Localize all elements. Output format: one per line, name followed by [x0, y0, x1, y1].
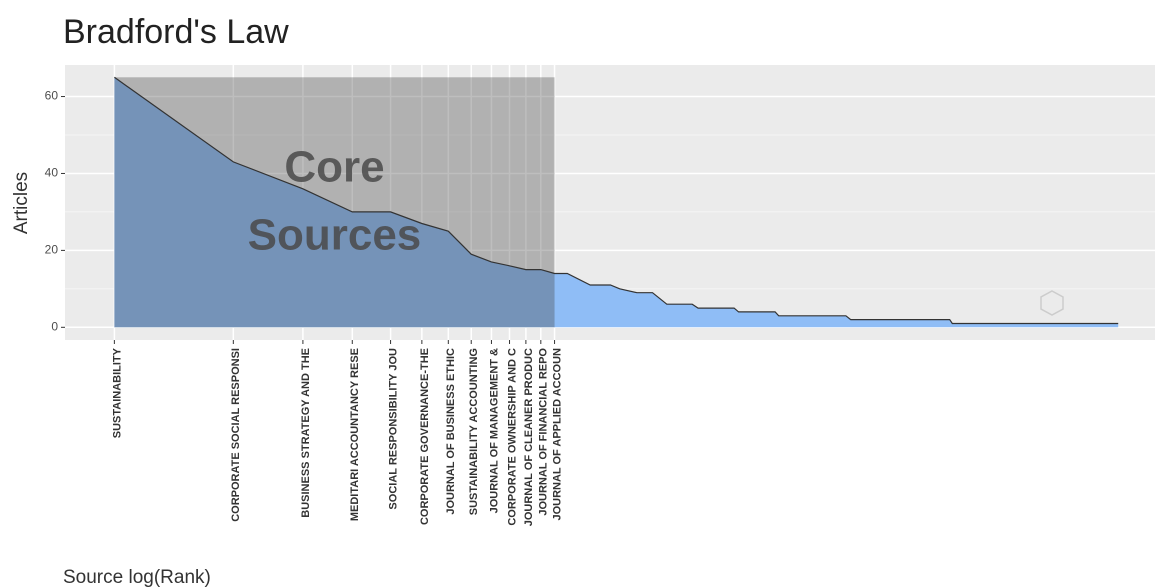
- x-tick-label: CORPORATE SOCIAL RESPONSI: [230, 348, 242, 522]
- x-tick-label: BUSINESS STRATEGY AND THE: [300, 348, 312, 518]
- x-axis-label: Source log(Rank): [63, 567, 211, 588]
- annotation: Core: [284, 143, 384, 192]
- watermark: [1040, 290, 1064, 316]
- marks: [114, 76, 1119, 328]
- x-tick-label: SUSTAINABILITY ACCOUNTING: [468, 348, 480, 515]
- core-region: [114, 77, 555, 328]
- x-tick-label: MEDITARI ACCOUNTANCY RESE: [349, 348, 361, 521]
- x-tick-label: JOURNAL OF MANAGEMENT &: [488, 348, 500, 513]
- y-tick-label: 20: [45, 243, 59, 257]
- y-tick-label: 0: [51, 319, 58, 333]
- y-tick-label: 40: [45, 166, 59, 180]
- y-axis-label: Articles: [11, 172, 32, 234]
- chart-title: Bradford's Law: [63, 13, 289, 51]
- x-tick-label: SUSTAINABILITY: [111, 347, 123, 438]
- line: [114, 76, 1119, 325]
- annotation: Sources: [248, 211, 422, 260]
- x-tick-label: JOURNAL OF BUSINESS ETHIC: [445, 348, 457, 515]
- x-tick-label: JOURNAL OF FINANCIAL REPO: [538, 348, 550, 516]
- x-tick-label: SOCIAL RESPONSIBILITY JOU: [387, 348, 399, 510]
- x-tick-label: CORPORATE GOVERNANCE-THE: [419, 348, 431, 525]
- x-tick-label: JOURNAL OF APPLIED ACCOUN: [551, 348, 563, 521]
- x-tick-label: CORPORATE OWNERSHIP AND C: [506, 348, 518, 526]
- y-tick-label: 60: [45, 89, 59, 103]
- x-tick-label: JOURNAL OF CLEANER PRODUC: [523, 348, 535, 526]
- labels: 0 20 40 60 SUSTAINABILITY CORPORATE SOCIAL RE…: [45, 89, 564, 527]
- area: [114, 77, 1119, 328]
